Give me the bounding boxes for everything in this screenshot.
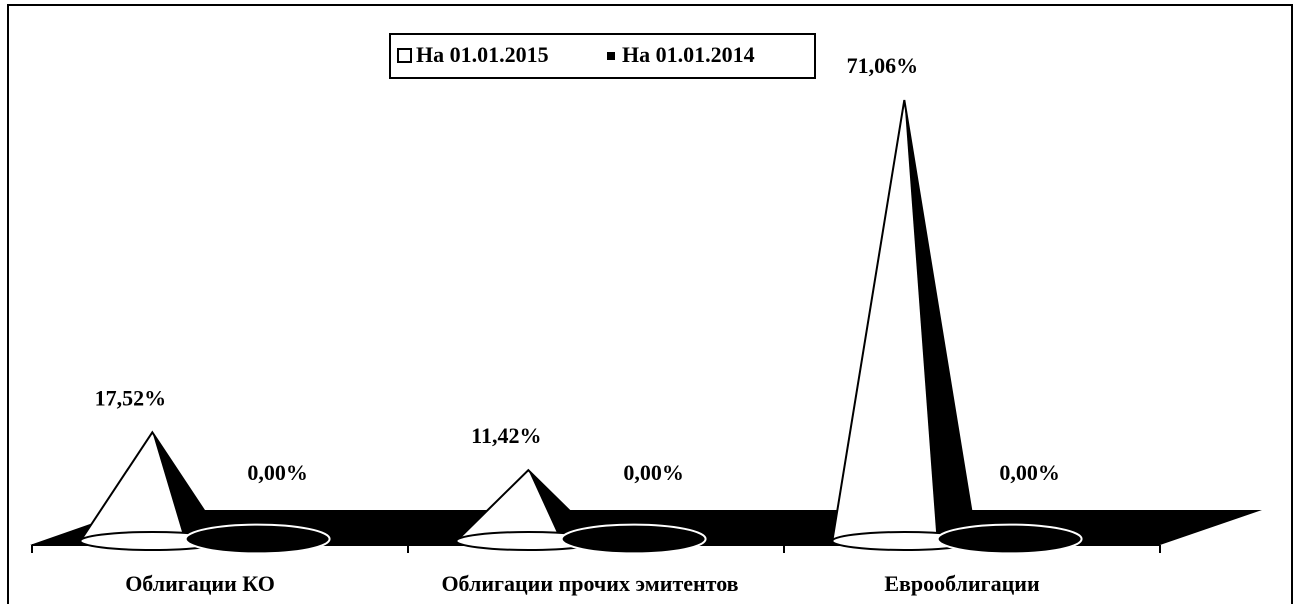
cone-shade	[528, 470, 601, 541]
cone	[936, 523, 1083, 555]
cone	[560, 523, 707, 555]
x-tick-label: Облигации прочих эмитентов	[441, 571, 738, 596]
value-label: 71,06%	[847, 53, 919, 78]
frame	[7, 4, 1293, 604]
value-label: 17,52%	[95, 385, 167, 410]
legend-label: На 01.01.2015	[416, 42, 549, 67]
legend-marker	[607, 52, 615, 60]
x-tick-label: Облигации КО	[125, 571, 275, 596]
cone	[184, 523, 331, 555]
legend-box	[389, 33, 816, 79]
cone-shade	[904, 100, 977, 541]
value-label: 0,00%	[247, 460, 308, 485]
x-tick-label: Еврооблигации	[884, 571, 1040, 596]
cone-shade	[152, 432, 225, 541]
value-label: 0,00%	[999, 460, 1060, 485]
value-label: 0,00%	[623, 460, 684, 485]
value-label: 11,42%	[471, 423, 541, 448]
legend-label: На 01.01.2014	[622, 42, 755, 67]
legend-marker	[397, 48, 412, 63]
